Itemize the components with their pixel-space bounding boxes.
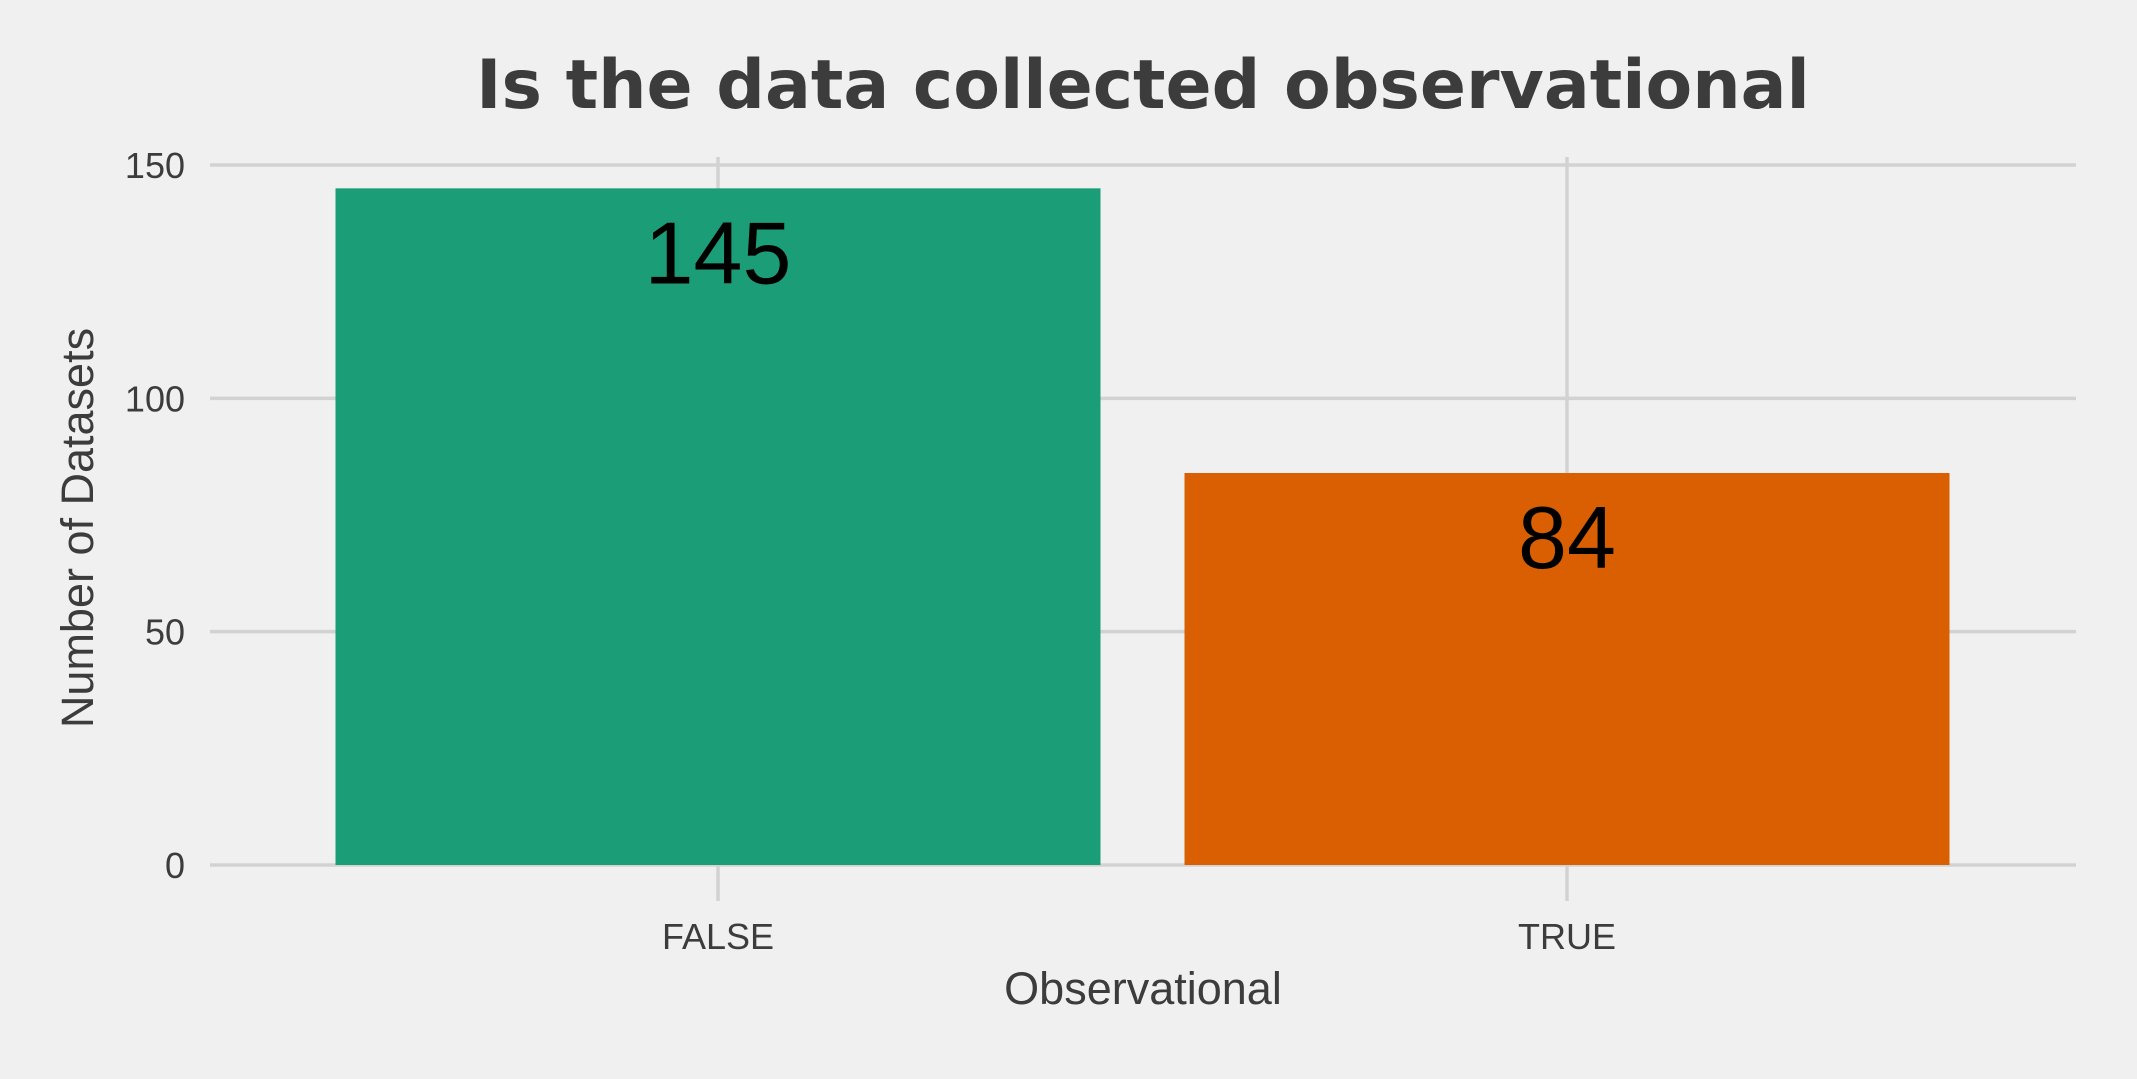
x-tick-label: TRUE <box>1518 916 1616 957</box>
bar-value-label: 145 <box>645 203 792 302</box>
bar-value-label: 84 <box>1518 488 1616 587</box>
bars <box>335 188 1950 866</box>
chart-title: Is the data collected observational <box>476 46 1810 125</box>
bar-false <box>335 188 1101 866</box>
x-axis-title: Observational <box>1004 963 1282 1014</box>
x-tick-label: FALSE <box>662 916 774 957</box>
y-tick-label: 50 <box>145 612 185 653</box>
bar-true <box>1184 473 1950 865</box>
y-axis-ticks: 0 50 100 150 <box>125 145 185 886</box>
y-axis-title: Number of Datasets <box>52 328 103 728</box>
data-labels: 145 84 <box>645 203 1616 587</box>
x-axis-ticks: FALSE TRUE <box>662 916 1616 957</box>
y-tick-label: 0 <box>165 845 185 886</box>
y-tick-label: 150 <box>125 145 185 186</box>
y-tick-label: 100 <box>125 378 185 419</box>
